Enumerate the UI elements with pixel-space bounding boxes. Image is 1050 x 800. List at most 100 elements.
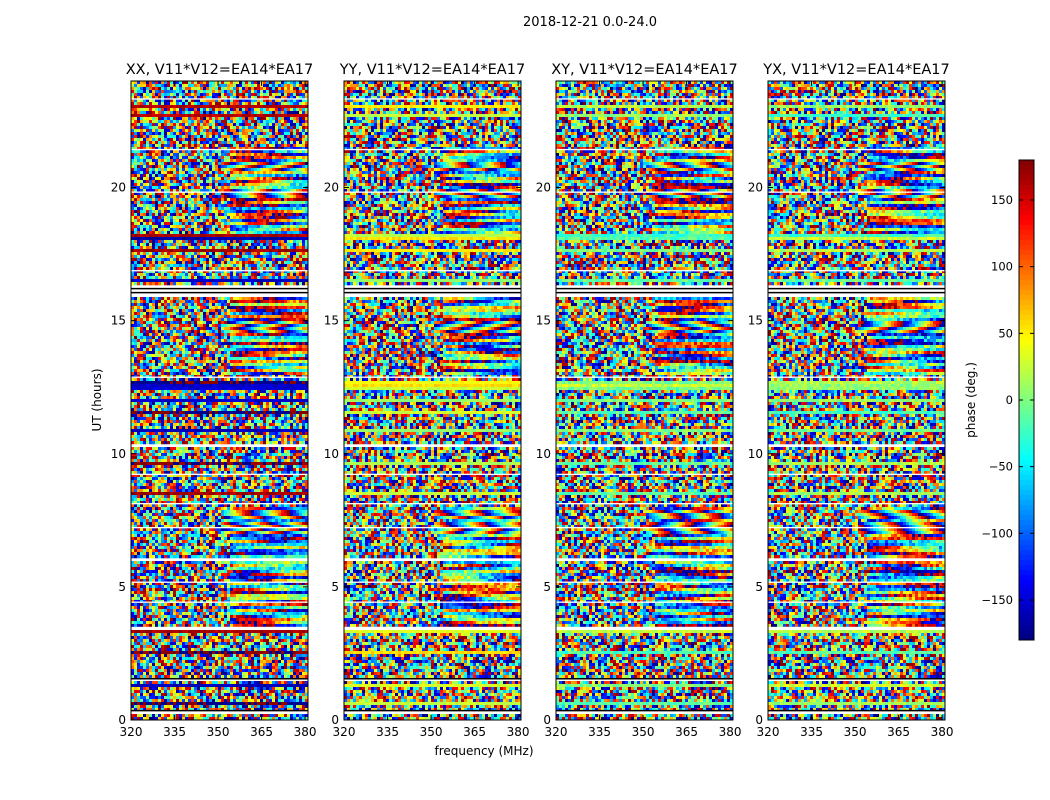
gap-band (556, 444, 733, 446)
x-tick-label: 350 (207, 725, 230, 739)
gap-band (131, 286, 308, 297)
gap-band (556, 286, 733, 297)
y-tick-label: 5 (543, 580, 551, 594)
y-tick-label: 10 (324, 447, 339, 461)
panel-frame (130, 80, 309, 721)
gap-band (344, 148, 521, 151)
gap-band (556, 503, 733, 505)
panel-1: XX, V11*V12=EA14*EA17 320 335 350 365 380 0 5 10… (111, 62, 317, 739)
phase-heatmap-3 (556, 81, 733, 720)
y-tick-label: 0 (331, 713, 339, 727)
colorbar-gradient (1019, 160, 1034, 641)
x-tick-label: 335 (588, 725, 611, 739)
gap-band (131, 473, 308, 476)
y-tick-label: 15 (324, 314, 339, 328)
panel-frame (555, 80, 734, 721)
colorbar-tick-label: −100 (981, 526, 1013, 540)
phase-heatmap-1 (131, 81, 308, 720)
gap-band (556, 376, 733, 378)
panel-title: YY, V11*V12=EA14*EA17 (339, 62, 525, 78)
x-axis-label: frequency (MHz) (434, 744, 533, 758)
x-tick-label: 365 (887, 725, 910, 739)
y-tick-label: 20 (111, 181, 126, 195)
gap-band (768, 148, 945, 151)
y-tick-label: 0 (118, 713, 126, 727)
figure-suptitle: 2018-12-21 0.0-24.0 (523, 15, 657, 30)
x-tick-label: 365 (250, 725, 273, 739)
y-tick-label: 15 (111, 314, 126, 328)
gap-band (344, 376, 521, 378)
colorbar-tick-label: −150 (981, 593, 1013, 607)
colorbar-tick-label: −50 (989, 460, 1013, 474)
gap-band (556, 601, 733, 603)
x-tick-label: 365 (463, 725, 486, 739)
gap-band (556, 191, 733, 193)
gap-band (768, 191, 945, 193)
y-tick-label: 20 (324, 181, 339, 195)
gap-band (768, 503, 945, 505)
panel-4: YX, V11*V12=EA14*EA17 320 335 350 365 380 0 5 10… (748, 62, 954, 739)
gap-band (344, 581, 521, 583)
x-tick-label: 350 (632, 725, 655, 739)
panel-title: XX, V11*V12=EA14*EA17 (126, 62, 314, 78)
gap-band (768, 286, 945, 297)
phase-heatmap-4 (768, 81, 945, 720)
x-tick-label: 380 (719, 725, 742, 739)
x-tick-label: 335 (376, 725, 399, 739)
gap-band (344, 558, 521, 561)
gap-band (768, 710, 945, 713)
gap-band (556, 581, 733, 583)
gap-band (556, 526, 733, 529)
y-tick-label: 5 (118, 580, 126, 594)
x-tick-label: 320 (757, 725, 780, 739)
gap-band (344, 98, 521, 100)
gap-band (344, 286, 521, 297)
gap-band (768, 581, 945, 583)
gap-band (131, 444, 308, 446)
x-tick-label: 320 (333, 725, 356, 739)
gap-band (344, 191, 521, 193)
gap-band (768, 376, 945, 378)
gap-band (131, 98, 308, 100)
y-tick-label: 10 (111, 447, 126, 461)
panel-title: XY, V11*V12=EA14*EA17 (551, 62, 737, 78)
gap-band (768, 98, 945, 100)
x-tick-label: 380 (294, 725, 317, 739)
colorbar-ticks: 150 100 50 0 −50 −100 −150 (981, 193, 1034, 607)
gap-band (344, 444, 521, 446)
colorbar-tick-label: 50 (998, 326, 1013, 340)
x-tick-label: 320 (545, 725, 568, 739)
y-tick-label: 20 (536, 181, 551, 195)
gap-band (768, 558, 945, 561)
gap-band (556, 473, 733, 476)
gap-band (768, 526, 945, 529)
x-tick-label: 320 (120, 725, 143, 739)
y-tick-label: 15 (536, 314, 551, 328)
gap-band (131, 191, 308, 193)
gap-band (344, 503, 521, 505)
x-tick-label: 350 (420, 725, 443, 739)
gap-band (344, 270, 521, 272)
y-tick-label: 0 (543, 713, 551, 727)
gap-band (556, 558, 733, 561)
y-axis-label: UT (hours) (90, 368, 104, 431)
gap-band (344, 473, 521, 476)
y-tick-label: 10 (748, 447, 763, 461)
gap-band (131, 558, 308, 561)
gap-band (131, 626, 308, 630)
y-tick-label: 15 (748, 314, 763, 328)
gap-band (768, 444, 945, 446)
colorbar: 150 100 50 0 −50 −100 −150 phase (deg.) (964, 159, 1035, 641)
x-tick-label: 365 (675, 725, 698, 739)
colorbar-label: phase (deg.) (964, 362, 978, 438)
panel-frame (767, 80, 946, 721)
panel-frame (343, 80, 522, 721)
gap-band (131, 601, 308, 603)
panel-3: XY, V11*V12=EA14*EA17 320 335 350 365 380 0 5 10… (536, 62, 742, 739)
colorbar-tick-label: 100 (991, 260, 1013, 274)
gap-band (344, 710, 521, 713)
gap-band (131, 270, 308, 272)
colorbar-tick-label: 150 (991, 193, 1013, 207)
colorbar-tick-label: 0 (1006, 393, 1013, 407)
